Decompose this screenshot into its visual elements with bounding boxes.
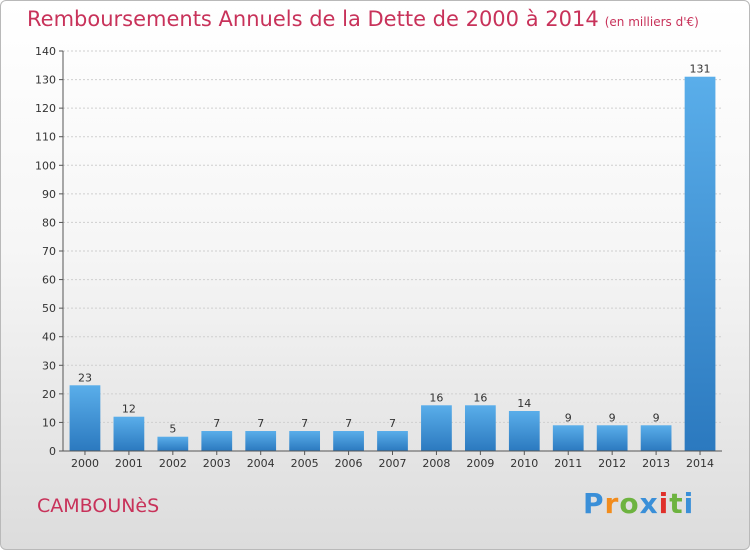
bar <box>377 431 408 451</box>
x-tick-label: 2009 <box>466 457 494 470</box>
x-tick-label: 2014 <box>686 457 714 470</box>
x-tick-label: 2007 <box>379 457 407 470</box>
bar <box>552 425 584 451</box>
logo-letter: i <box>658 487 670 520</box>
bar-value-label: 9 <box>609 411 616 424</box>
bar <box>684 76 716 451</box>
bar-value-label: 16 <box>429 391 443 404</box>
bar-value-label: 12 <box>122 403 136 416</box>
bar <box>464 405 496 451</box>
bar-value-label: 7 <box>213 417 220 430</box>
y-tick-label: 50 <box>42 302 56 315</box>
bar-value-label: 7 <box>301 417 308 430</box>
bar <box>421 405 452 451</box>
y-tick-label: 140 <box>35 45 56 58</box>
logo-letter: t <box>669 487 684 520</box>
bar <box>508 411 540 451</box>
x-tick-label: 2006 <box>335 457 363 470</box>
bars: 23 12 5 7 7 7 7 7 16 16 14 9 9 9 131 <box>69 63 716 451</box>
logo-letter: r <box>604 487 620 520</box>
y-tick-label: 40 <box>42 331 56 344</box>
x-tick-label: 2010 <box>510 457 538 470</box>
bar <box>69 385 101 451</box>
y-tick-label: 70 <box>42 245 56 258</box>
logo-letter: o <box>619 487 640 520</box>
bar <box>245 431 277 451</box>
y-tick-label: 30 <box>42 359 56 372</box>
bar-value-label: 131 <box>690 63 711 76</box>
y-tick-label: 90 <box>42 188 56 201</box>
bar <box>640 425 672 451</box>
x-tick-label: 2004 <box>247 457 275 470</box>
x-tick-label: 2002 <box>159 457 187 470</box>
bar-value-label: 23 <box>78 371 92 384</box>
x-tick-label: 2003 <box>203 457 231 470</box>
y-tick-label: 10 <box>42 416 56 429</box>
place-name: CAMBOUNèS <box>37 495 160 517</box>
unit-label: (en milliers d'€) <box>604 15 699 29</box>
x-tick-label: 2013 <box>642 457 670 470</box>
bar <box>157 436 189 451</box>
bar-value-label: 9 <box>565 411 572 424</box>
bar <box>201 431 233 451</box>
title-text: Remboursements Annuels de la Dette de 20… <box>27 7 599 31</box>
x-tick-label: 2011 <box>554 457 582 470</box>
bar-value-label: 7 <box>389 417 396 430</box>
chart-title: Remboursements Annuels de la Dette de 20… <box>27 7 699 31</box>
bar-value-label: 9 <box>653 411 660 424</box>
x-tick-label: 2012 <box>598 457 626 470</box>
y-tick-label: 110 <box>35 131 56 144</box>
bar-value-label: 7 <box>257 417 264 430</box>
proxiti-logo: Proxiti <box>583 487 694 520</box>
bar-value-label: 14 <box>517 397 531 410</box>
axes: 0 10 20 30 40 50 60 70 80 90 100 110 120 130 140 2000 20… <box>35 45 722 470</box>
bar <box>289 431 321 451</box>
y-tick-label: 130 <box>35 74 56 87</box>
bar-value-label: 5 <box>169 423 176 436</box>
y-tick-label: 80 <box>42 216 56 229</box>
bar <box>113 416 145 451</box>
logo-letter: x <box>639 487 659 520</box>
y-tick-label: 120 <box>35 102 56 115</box>
grid-lines <box>63 50 722 452</box>
logo-letter: i <box>683 487 695 520</box>
y-tick-label: 20 <box>42 388 56 401</box>
x-tick-label: 2000 <box>71 457 99 470</box>
y-tick-label: 60 <box>42 274 56 287</box>
x-tick-label: 2001 <box>115 457 143 470</box>
bar <box>333 431 364 451</box>
bar <box>596 425 628 451</box>
y-tick-label: 100 <box>35 159 56 172</box>
y-tick-label: 0 <box>49 445 56 458</box>
bar-value-label: 7 <box>345 417 352 430</box>
logo-letter: P <box>583 487 605 520</box>
bar-value-label: 16 <box>473 391 487 404</box>
x-tick-label: 2008 <box>422 457 450 470</box>
x-tick-label: 2005 <box>291 457 319 470</box>
